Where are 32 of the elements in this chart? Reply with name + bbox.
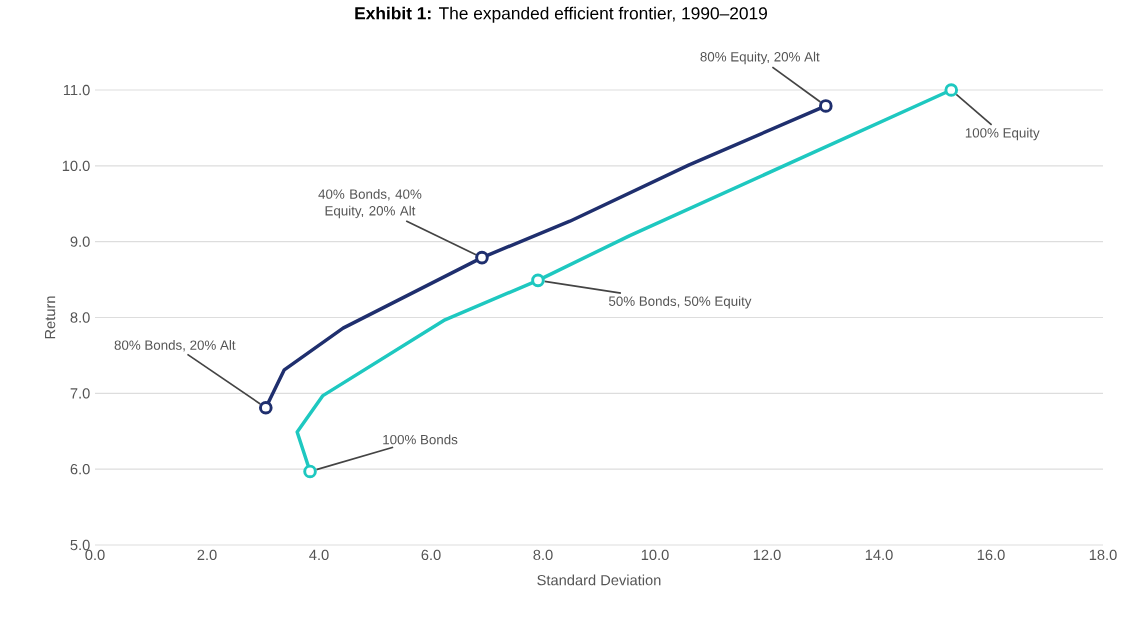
chart-title: Exhibit 1: The expanded efficient frontier, 1990–2019 (355, 6, 767, 23)
point (259, 400, 273, 415)
annotation: 50% Bonds, 50% Equity (608, 296, 752, 309)
annotation: 100% Equity (965, 127, 1040, 141)
x-tick-label: 14.0 (865, 549, 893, 561)
annotation: 80% Bonds, 20% Alt (114, 340, 236, 352)
annotation: 40% Bonds, 40% Equity, 20% Alt (318, 189, 422, 219)
x-tick-label: 0.0 (85, 549, 105, 561)
x-tick-label: 10.0 (641, 549, 669, 561)
y-tick-label: 10.0 (62, 160, 90, 172)
y-tick-label: 6.0 (70, 463, 90, 475)
point (303, 464, 317, 479)
point (944, 83, 959, 97)
x-tick-label: 16.0 (977, 549, 1005, 561)
x-tick-label: 2.0 (197, 549, 217, 561)
x-tick-label: 18.0 (1089, 549, 1117, 561)
x-tick-label: 8.0 (533, 549, 553, 561)
y-tick-label: 7.0 (70, 388, 90, 399)
x-axis-title: Standard Deviation (537, 574, 661, 586)
point (475, 250, 489, 265)
y-tick-label: 9.0 (70, 236, 90, 247)
point (531, 273, 545, 288)
y-tick-label: 11.0 (63, 84, 90, 96)
x-tick-label: 12.0 (753, 549, 781, 561)
x-tick-label: 6.0 (421, 549, 441, 561)
y-tick-label: 5.0 (70, 539, 90, 551)
y-tick-label: 8.0 (70, 312, 90, 323)
point (819, 99, 833, 113)
annotation: 80% Equity, 20% Alt (700, 51, 820, 65)
y-axis-title: Return (45, 296, 56, 339)
annotation: 100% Bonds (383, 434, 458, 445)
x-tick-label: 4.0 (309, 549, 329, 561)
